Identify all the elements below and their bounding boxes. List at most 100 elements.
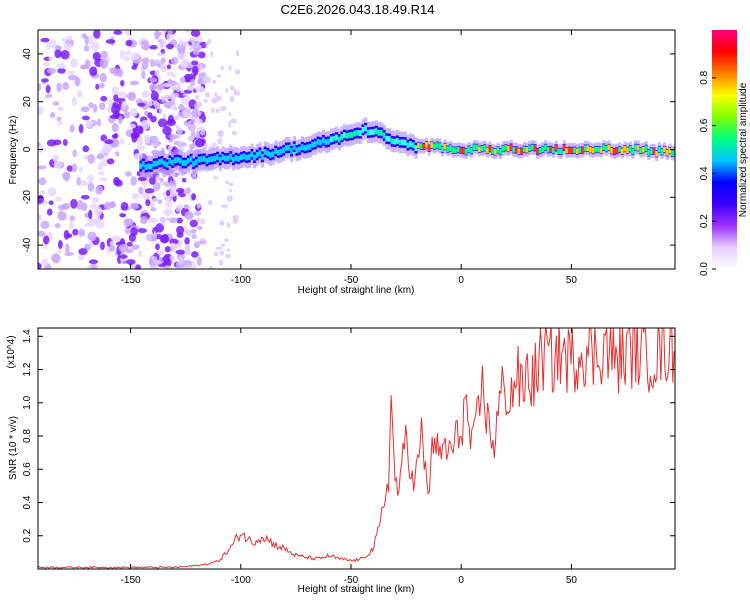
spectrogram-cell <box>610 147 614 154</box>
spectrogram-cell <box>99 72 107 83</box>
spectrogram-cell <box>668 147 672 154</box>
spectrogram-cell <box>154 59 162 65</box>
spectrogram-cell <box>221 204 228 209</box>
spectrogram-cell <box>501 145 505 152</box>
spectrogram-cell <box>130 227 138 237</box>
spectrogram-cell <box>161 65 166 69</box>
spectrogram-cell <box>470 147 474 154</box>
spectrogram-cell <box>230 118 237 124</box>
spectrogram-cell <box>221 154 225 161</box>
spectrogram-cell <box>210 156 215 162</box>
spectrogram-cell <box>137 102 146 107</box>
spectrogram-cell <box>38 177 47 186</box>
spectrogram-cell <box>131 65 138 70</box>
spectrogram-cell <box>71 96 78 106</box>
spectrogram-cell <box>182 93 189 97</box>
spectrogram-cell <box>149 163 154 170</box>
spectrogram-cell <box>425 141 429 148</box>
spectrogram-cell <box>422 143 426 150</box>
spectrogram-cell <box>89 66 98 77</box>
spectrogram-cell <box>306 144 310 151</box>
spectrogram-cell <box>52 154 60 162</box>
spectrogram-cell <box>151 265 159 269</box>
spectrogram-cell <box>171 72 176 78</box>
spectrogram-cell <box>212 96 216 103</box>
spectrogram-cell <box>202 75 208 82</box>
spectrogram-cell <box>169 238 179 245</box>
spectrogram-cell <box>488 145 492 152</box>
x-tick-label: -100 <box>231 275 251 286</box>
spectrogram-cell <box>165 161 170 168</box>
x-tick-label: -100 <box>231 575 251 586</box>
spectrogram-cell <box>499 148 503 155</box>
spectrogram-cell <box>176 217 183 224</box>
spectrogram-cell <box>647 150 651 156</box>
spectrogram-cell <box>97 161 103 171</box>
colorbar-gradient <box>712 30 737 269</box>
spectrogram-cell <box>623 145 627 152</box>
spectrogram-cell <box>42 258 48 267</box>
spectrogram-cell <box>64 172 70 182</box>
spectrogram-cell <box>377 129 381 136</box>
spectrogram-cell <box>303 145 307 151</box>
spectrogram-cell <box>583 145 587 151</box>
spectrogram-cell <box>95 219 105 229</box>
spectrogram-cell <box>200 237 206 243</box>
spectrogram-cell <box>451 147 455 153</box>
spectrogram-cell <box>247 154 252 160</box>
spectrogram-cell <box>175 124 180 130</box>
spectrogram-cell <box>194 159 199 166</box>
spectrogram-cell <box>54 45 62 51</box>
spectrogram-cell <box>129 108 138 117</box>
spectrogram-cell <box>110 235 121 242</box>
spectrogram-cell <box>109 114 120 119</box>
spectrogram-cell <box>215 246 223 250</box>
spectrogram-cell <box>153 230 157 238</box>
spectrogram-cell <box>204 92 210 98</box>
spectrogram-cell <box>380 130 384 136</box>
spectrogram-cell <box>177 140 184 146</box>
spectrogram-cell <box>123 56 131 62</box>
x-tick-label: 50 <box>566 275 578 286</box>
spectrogram-cell <box>149 83 158 91</box>
spectrogram-cell <box>295 147 299 154</box>
spectrogram-cell <box>443 143 447 150</box>
spectrogram-cell <box>128 123 136 129</box>
spectrogram-cell <box>219 250 225 256</box>
spectrogram-cell <box>149 176 156 185</box>
spectrogram-cell <box>111 86 119 95</box>
spectrogram-cell <box>228 120 232 128</box>
spectrogram-cell <box>76 177 81 186</box>
spectrogram-cell <box>97 118 102 127</box>
spectrogram-cells <box>38 30 675 269</box>
spectrogram-cell <box>136 136 144 147</box>
spectrogram-cell <box>385 135 389 142</box>
colorbar-ticks: 0.0 0.2 0.4 0.6 0.8 <box>699 70 716 276</box>
spectrogram-cell <box>49 38 57 49</box>
spectrogram-cell <box>184 160 188 166</box>
spectrogram-cell <box>151 255 158 262</box>
spectrogram-cell <box>87 153 96 164</box>
spectrogram-cell <box>195 131 201 139</box>
spectrogram-cell <box>266 150 270 157</box>
spectrogram-cell <box>91 196 99 204</box>
spectrogram-cell <box>178 47 186 55</box>
spectrogram-cell <box>124 30 132 36</box>
spectrogram-cell <box>477 146 482 153</box>
spectrogram-cell <box>287 144 291 151</box>
spectrogram-cell <box>175 249 186 255</box>
spectrogram-cell <box>181 95 191 106</box>
spectrogram-cell <box>116 91 127 99</box>
spectrogram-cell <box>184 30 191 33</box>
spectrogram-cell <box>652 148 656 154</box>
spectrogram-cell <box>56 120 63 126</box>
spectrogram-cell <box>71 163 78 173</box>
spectrogram-cell <box>196 202 201 209</box>
spectrogram-cell <box>191 251 199 258</box>
spectrogram-cell <box>184 108 191 116</box>
spectrogram-cell <box>245 154 249 161</box>
spectrogram-cell <box>41 78 49 83</box>
spectrogram-cell <box>200 156 204 163</box>
spectrogram-cell <box>536 148 540 155</box>
spectrogram-cell <box>165 43 174 50</box>
